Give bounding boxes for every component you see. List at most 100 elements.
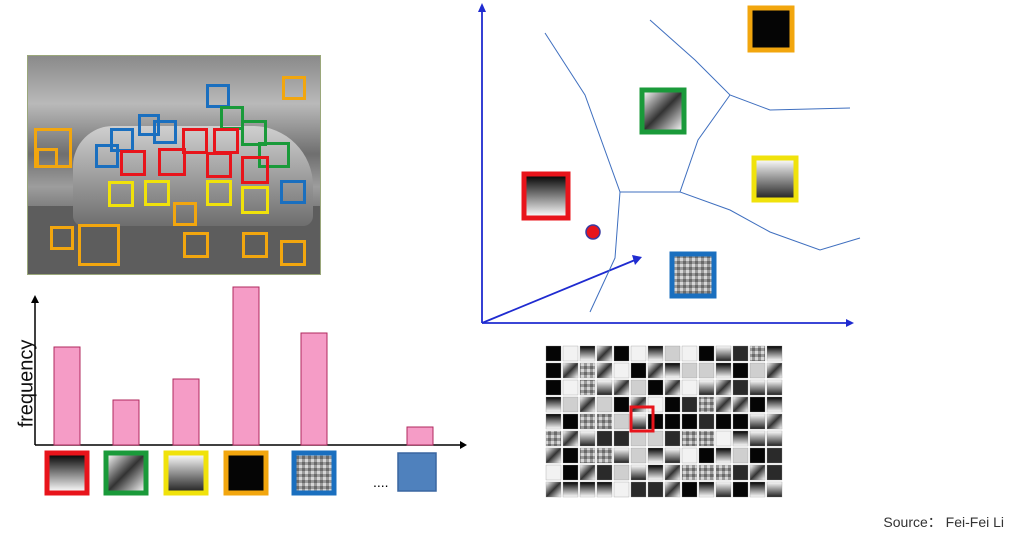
keypoint-box-orange — [280, 240, 306, 266]
x-axis-arrow — [846, 319, 854, 327]
codebook-patch — [647, 396, 664, 413]
y-axis-arrow — [478, 3, 486, 12]
codebook-patch — [732, 396, 749, 413]
ellipsis-label: .... — [373, 474, 389, 490]
codebook-patch — [732, 447, 749, 464]
codebook-patch — [664, 413, 681, 430]
codebook-patch — [647, 464, 664, 481]
codebook-patch — [579, 362, 596, 379]
cluster-center-patch — [755, 159, 795, 199]
codebook-patch — [698, 430, 715, 447]
x-axis-arrow — [460, 441, 467, 449]
visual-word-patch — [227, 454, 265, 492]
codebook-patch — [630, 362, 647, 379]
codebook-patch — [766, 379, 783, 396]
keypoint-box-orange — [78, 224, 120, 266]
codebook-patch — [749, 379, 766, 396]
keypoint-box-blue — [280, 180, 306, 204]
codebook-patch — [630, 413, 647, 430]
codebook-patch — [647, 362, 664, 379]
codebook-patch — [681, 396, 698, 413]
keypoint-box-red — [213, 128, 239, 154]
keypoint-box-yellow — [144, 180, 170, 206]
codebook-patch — [630, 481, 647, 498]
histogram-y-label: frequency — [15, 339, 38, 428]
codebook-patch — [715, 481, 732, 498]
keypoint-box-orange — [173, 202, 197, 226]
codebook-patch — [562, 447, 579, 464]
codebook-patch — [749, 345, 766, 362]
cluster-center-frame — [639, 87, 687, 135]
codebook-patch — [596, 430, 613, 447]
codebook-patch — [698, 379, 715, 396]
codebook-patch — [562, 464, 579, 481]
codebook-patch — [715, 447, 732, 464]
codebook-patch — [698, 481, 715, 498]
codebook-patch — [545, 396, 562, 413]
codebook-patch — [613, 413, 630, 430]
cluster-center-frame — [669, 251, 717, 299]
codebook-patch — [579, 481, 596, 498]
codebook-patch — [698, 413, 715, 430]
codebook-patch — [630, 379, 647, 396]
visual-word-patch — [397, 452, 437, 492]
codebook-patch — [732, 345, 749, 362]
keypoint-box-green — [258, 142, 290, 168]
codebook-patch — [562, 362, 579, 379]
keypoint-box-blue — [153, 120, 177, 144]
codebook-patch — [647, 345, 664, 362]
codebook-patch — [545, 413, 562, 430]
codebook-patch — [732, 430, 749, 447]
codebook-patch — [562, 396, 579, 413]
keypoint-box-red — [120, 150, 146, 176]
codebook-patch — [579, 447, 596, 464]
codebook-patch — [647, 413, 664, 430]
keypoint-box-blue — [138, 114, 160, 136]
cluster-center-patch — [643, 91, 683, 131]
codebook-patch — [596, 345, 613, 362]
keypoint-box-orange — [242, 232, 268, 258]
codebook-patch — [732, 481, 749, 498]
codebook-patch — [715, 464, 732, 481]
cluster-center-patch — [673, 255, 713, 295]
codebook-patch — [698, 464, 715, 481]
codebook-patch — [664, 362, 681, 379]
visual-word-frame — [44, 450, 90, 496]
codebook-patch — [766, 362, 783, 379]
codebook-patch — [681, 430, 698, 447]
keypoint-box-orange — [50, 226, 74, 250]
histogram-bar — [406, 426, 434, 446]
codebook-patch — [766, 413, 783, 430]
source-credit: Source： Fei-Fei Li — [883, 514, 1004, 530]
vector-arrow — [481, 259, 636, 324]
codebook-patch — [664, 464, 681, 481]
histogram-bar — [300, 332, 328, 446]
codebook-patch — [664, 345, 681, 362]
codebook-patch — [562, 413, 579, 430]
codebook-patch — [596, 396, 613, 413]
codebook-patch — [664, 430, 681, 447]
codebook-grid — [545, 345, 783, 498]
codebook-patch — [715, 362, 732, 379]
keypoint-box-red — [182, 128, 208, 154]
codebook-patch — [596, 481, 613, 498]
codebook-patch — [596, 464, 613, 481]
visual-word-patch — [48, 454, 86, 492]
codebook-patch — [579, 379, 596, 396]
codebook-patch — [596, 413, 613, 430]
keypoint-box-yellow — [241, 186, 269, 214]
query-point — [585, 224, 601, 240]
codebook-patch — [562, 379, 579, 396]
codebook-patch — [630, 447, 647, 464]
codebook-patch — [664, 481, 681, 498]
codebook-patch — [766, 396, 783, 413]
histogram-bar — [53, 346, 81, 446]
codebook-patch — [698, 447, 715, 464]
codebook-patch — [732, 464, 749, 481]
codebook-patch — [766, 345, 783, 362]
cluster-center-frame — [747, 5, 795, 53]
codebook-patch — [613, 396, 630, 413]
codebook-patch — [545, 464, 562, 481]
visual-word-patch — [295, 454, 333, 492]
codebook-patch — [715, 413, 732, 430]
